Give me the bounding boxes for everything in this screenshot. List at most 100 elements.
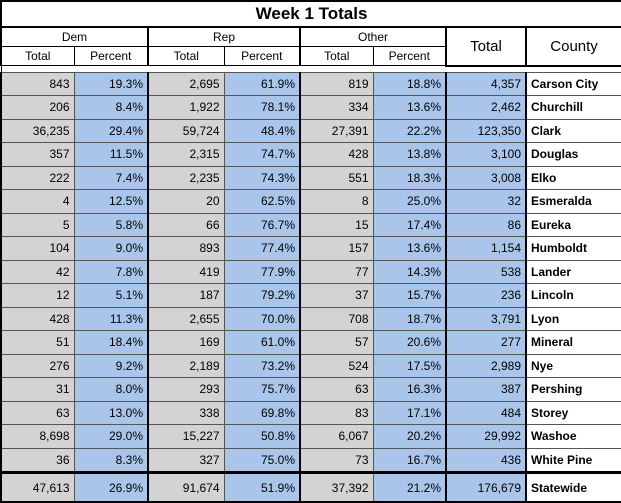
cell-rep-total: 15,227	[147, 424, 225, 449]
cell-county: Humboldt	[525, 236, 621, 261]
statewide-row: 47,613 26.9% 91,674 51.9% 37,392 21.2% 176,679…	[0, 471, 621, 503]
cell-other-percent: 25.0%	[372, 189, 447, 214]
cell-dem-total: 357	[0, 142, 75, 167]
cell-other-total: 428	[299, 142, 374, 167]
cell-rep-total: 2,235	[147, 165, 225, 190]
header-county: County	[524, 26, 621, 67]
cell-other-total: 15	[299, 212, 374, 237]
cell-rep-total: 419	[147, 259, 225, 284]
cell-total: 3,008	[445, 165, 527, 190]
cell-total: 123,350	[445, 118, 527, 143]
cell-total: 176,679	[445, 471, 527, 503]
cell-rep-percent: 61.0%	[223, 330, 301, 355]
cell-dem-percent: 13.0%	[73, 400, 149, 425]
cell-dem-percent: 12.5%	[73, 189, 149, 214]
cell-other-percent: 20.6%	[372, 330, 447, 355]
table-row: 222 7.4% 2,235 74.3% 551 18.3% 3,008 Elko	[0, 165, 621, 190]
cell-other-percent: 18.7%	[372, 306, 447, 331]
cell-rep-percent: 77.9%	[223, 259, 301, 284]
subheader-rep-total: Total	[147, 46, 225, 66]
cell-total: 484	[445, 400, 527, 425]
cell-dem-percent: 18.4%	[73, 330, 149, 355]
cell-other-percent: 20.2%	[372, 424, 447, 449]
cell-total: 86	[445, 212, 527, 237]
cell-county: Esmeralda	[525, 189, 621, 214]
cell-other-percent: 13.6%	[372, 236, 447, 261]
table-row: 357 11.5% 2,315 74.7% 428 13.8% 3,100 Douglas	[0, 142, 621, 167]
cell-dem-percent: 7.4%	[73, 165, 149, 190]
cell-other-percent: 16.3%	[372, 377, 447, 402]
cell-rep-total: 169	[147, 330, 225, 355]
cell-dem-percent: 7.8%	[73, 259, 149, 284]
cell-county: Elko	[525, 165, 621, 190]
cell-other-total: 524	[299, 353, 374, 378]
table-row: 4 12.5% 20 62.5% 8 25.0% 32 Esmeralda	[0, 189, 621, 214]
cell-other-percent: 13.8%	[372, 142, 447, 167]
cell-rep-total: 20	[147, 189, 225, 214]
cell-other-percent: 16.7%	[372, 447, 447, 473]
cell-other-total: 334	[299, 95, 374, 120]
cell-other-percent: 17.5%	[372, 353, 447, 378]
cell-total: 387	[445, 377, 527, 402]
header-gap	[0, 65, 621, 72]
table-row: 843 19.3% 2,695 61.9% 819 18.8% 4,357 Carson Ci…	[0, 71, 621, 96]
subheader-rep-percent: Percent	[223, 46, 301, 66]
cell-county: Lander	[525, 259, 621, 284]
cell-dem-total: 63	[0, 400, 75, 425]
cell-dem-percent: 11.3%	[73, 306, 149, 331]
cell-rep-percent: 48.4%	[223, 118, 301, 143]
cell-other-percent: 18.8%	[372, 71, 447, 96]
cell-dem-percent: 5.1%	[73, 283, 149, 308]
cell-dem-total: 5	[0, 212, 75, 237]
cell-total: 1,154	[445, 236, 527, 261]
cell-rep-percent: 74.3%	[223, 165, 301, 190]
cell-rep-percent: 79.2%	[223, 283, 301, 308]
cell-dem-percent: 11.5%	[73, 142, 149, 167]
cell-rep-total: 59,724	[147, 118, 225, 143]
cell-rep-percent: 77.4%	[223, 236, 301, 261]
table-row: 36,235 29.4% 59,724 48.4% 27,391 22.2% 123,350…	[0, 118, 621, 143]
cell-county: Clark	[525, 118, 621, 143]
cell-dem-total: 47,613	[0, 471, 75, 503]
cell-other-percent: 18.3%	[372, 165, 447, 190]
cell-dem-total: 206	[0, 95, 75, 120]
cell-dem-percent: 26.9%	[73, 471, 149, 503]
cell-rep-percent: 51.9%	[223, 471, 301, 503]
cell-dem-total: 8,698	[0, 424, 75, 449]
cell-dem-percent: 9.0%	[73, 236, 149, 261]
cell-other-percent: 13.6%	[372, 95, 447, 120]
cell-dem-percent: 9.2%	[73, 353, 149, 378]
cell-dem-percent: 29.4%	[73, 118, 149, 143]
cell-county: Nye	[525, 353, 621, 378]
cell-other-percent: 17.4%	[372, 212, 447, 237]
cell-dem-total: 104	[0, 236, 75, 261]
cell-county: Carson City	[525, 71, 621, 96]
cell-rep-percent: 62.5%	[223, 189, 301, 214]
cell-rep-total: 2,189	[147, 353, 225, 378]
cell-dem-percent: 19.3%	[73, 71, 149, 96]
subheader-other-total: Total	[299, 46, 374, 66]
cell-other-total: 57	[299, 330, 374, 355]
table-row: 104 9.0% 893 77.4% 157 13.6% 1,154 Humboldt	[0, 236, 621, 261]
cell-total: 538	[445, 259, 527, 284]
cell-total: 2,989	[445, 353, 527, 378]
table-row: 12 5.1% 187 79.2% 37 15.7% 236 Lincoln	[0, 283, 621, 308]
table-row: 5 5.8% 66 76.7% 15 17.4% 86 Eureka	[0, 212, 621, 237]
cell-other-total: 37,392	[299, 471, 374, 503]
cell-dem-percent: 8.3%	[73, 447, 149, 473]
cell-other-percent: 17.1%	[372, 400, 447, 425]
table-row: 428 11.3% 2,655 70.0% 708 18.7% 3,791 Lyon	[0, 306, 621, 331]
cell-county: Lyon	[525, 306, 621, 331]
cell-rep-total: 893	[147, 236, 225, 261]
cell-dem-percent: 29.0%	[73, 424, 149, 449]
cell-rep-percent: 69.8%	[223, 400, 301, 425]
cell-rep-percent: 70.0%	[223, 306, 301, 331]
cell-rep-percent: 73.2%	[223, 353, 301, 378]
cell-dem-total: 276	[0, 353, 75, 378]
cell-rep-total: 91,674	[147, 471, 225, 503]
subheader-dem-percent: Percent	[73, 46, 149, 66]
cell-rep-total: 1,922	[147, 95, 225, 120]
cell-other-total: 83	[299, 400, 374, 425]
cell-other-total: 27,391	[299, 118, 374, 143]
cell-other-total: 63	[299, 377, 374, 402]
